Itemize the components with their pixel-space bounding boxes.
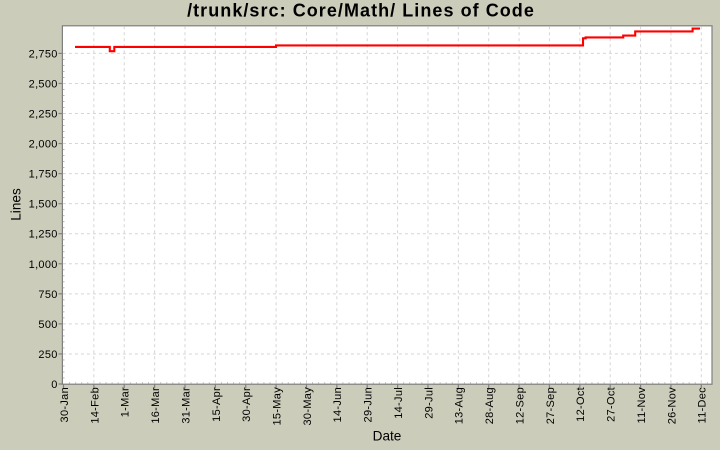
svg-text:0: 0 [51, 379, 57, 391]
svg-text:29-Jul: 29-Jul [423, 387, 435, 419]
svg-text:11-Nov: 11-Nov [636, 387, 648, 424]
svg-text:2,000: 2,000 [29, 139, 58, 151]
svg-text:30-Jan: 30-Jan [59, 387, 71, 422]
svg-text:11-Dec: 11-Dec [697, 387, 709, 424]
svg-text:26-Nov: 26-Nov [666, 387, 678, 424]
svg-text:14-Jun: 14-Jun [332, 387, 344, 422]
svg-text:750: 750 [38, 289, 57, 301]
svg-text:27-Oct: 27-Oct [606, 387, 618, 422]
svg-text:29-Jun: 29-Jun [363, 387, 375, 422]
svg-text:15-May: 15-May [272, 387, 284, 426]
svg-text:1,500: 1,500 [29, 199, 58, 211]
svg-text:1,250: 1,250 [29, 229, 58, 241]
svg-text:/trunk/src: Core/Math/ Lines o: /trunk/src: Core/Math/ Lines of Code [187, 1, 535, 21]
svg-text:1,750: 1,750 [29, 169, 58, 181]
svg-text:2,250: 2,250 [29, 109, 58, 121]
svg-text:13-Aug: 13-Aug [454, 387, 466, 424]
svg-text:2,500: 2,500 [29, 78, 58, 90]
svg-text:12-Sep: 12-Sep [514, 387, 526, 424]
svg-text:31-Mar: 31-Mar [180, 387, 192, 424]
svg-text:28-Aug: 28-Aug [484, 387, 496, 424]
svg-text:12-Oct: 12-Oct [575, 387, 587, 422]
svg-text:14-Jul: 14-Jul [393, 387, 405, 419]
svg-text:2,750: 2,750 [29, 48, 58, 60]
svg-text:Lines: Lines [9, 188, 24, 221]
svg-text:500: 500 [38, 319, 57, 331]
svg-text:15-Apr: 15-Apr [211, 387, 223, 422]
svg-text:14-Feb: 14-Feb [89, 387, 101, 424]
svg-text:1-Mar: 1-Mar [120, 387, 132, 417]
svg-text:1,000: 1,000 [29, 259, 58, 271]
svg-text:30-Apr: 30-Apr [241, 387, 253, 422]
svg-text:16-Mar: 16-Mar [150, 387, 162, 424]
svg-text:30-May: 30-May [302, 387, 314, 426]
svg-text:27-Sep: 27-Sep [545, 387, 557, 424]
svg-text:Date: Date [373, 429, 402, 444]
svg-text:250: 250 [38, 349, 57, 361]
